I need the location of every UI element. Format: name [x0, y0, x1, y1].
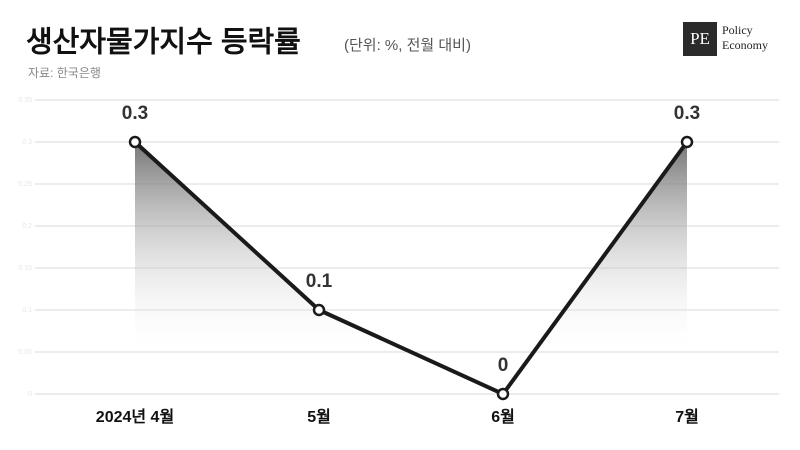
y-tick-label: 0.25 — [18, 181, 32, 188]
point — [496, 387, 510, 401]
chart-subtitle: (단위: %, 전월 대비) — [344, 37, 471, 54]
line — [133, 140, 689, 396]
source: 자료: 한국은행 — [28, 65, 101, 80]
y-tick-label: 0.15 — [18, 265, 32, 272]
logo-box — [683, 22, 717, 56]
point — [312, 303, 326, 317]
y-tick-label: 0.05 — [18, 349, 32, 356]
y-tick-label: 0 — [28, 391, 32, 398]
x-tick-label: 6월 — [491, 408, 515, 426]
data-label: 0 — [498, 355, 509, 376]
y-tick-label: 0.35 — [18, 97, 32, 104]
y-tick-label: 0.1 — [22, 307, 32, 314]
data-label: 0.1 — [306, 271, 333, 292]
logo: PE Policy Economy — [683, 22, 768, 56]
x-tick-label: 5월 — [307, 408, 331, 426]
logo-text: Policy — [722, 23, 753, 37]
chart-title: 생산자물가지수 등락률 — [26, 26, 301, 59]
logo-text: Economy — [722, 38, 768, 52]
x-tick-label: 7월 — [675, 408, 699, 426]
point — [128, 135, 142, 149]
data-label: 0.3 — [122, 103, 148, 124]
logo-mark: PE — [690, 29, 710, 48]
data-label: 0.3 — [674, 103, 700, 124]
y-tick-label: 0.2 — [22, 223, 32, 230]
x-tick-label: 2024년 4월 — [96, 407, 174, 426]
point — [680, 135, 694, 149]
y-tick-label: 0.3 — [22, 139, 32, 146]
